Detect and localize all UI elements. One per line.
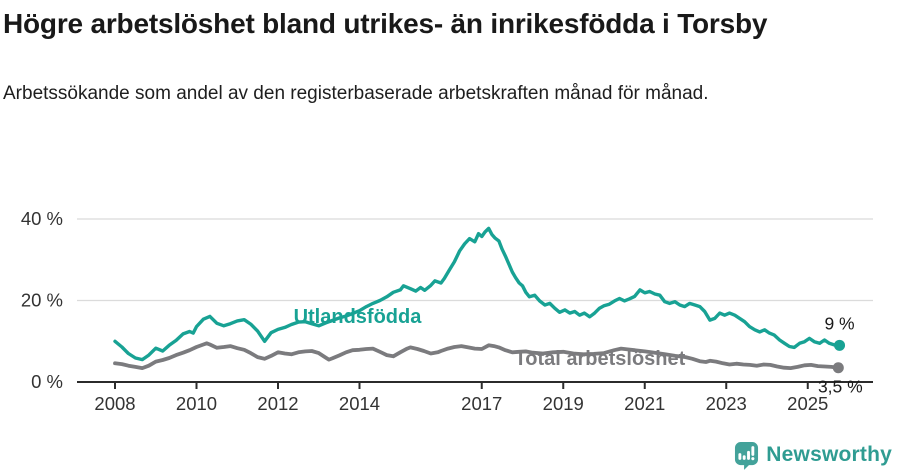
series-end-dot [832, 362, 844, 374]
series-line-utlandsfodda [113, 226, 842, 362]
series-end-value-label: 3,5 % [818, 377, 863, 397]
x-axis-tick-label: 2021 [624, 393, 665, 414]
newsworthy-brand-text: Newsworthy [766, 443, 892, 466]
x-axis-tick-label: 2017 [461, 393, 502, 414]
badge-exclamation-dot [751, 456, 755, 460]
badge-bar-3 [747, 450, 751, 460]
badge-bar-1 [738, 452, 742, 460]
y-axis-tick-label: 20 % [21, 290, 63, 311]
series-name-label: Utlandsfödda [294, 306, 423, 328]
badge-bar-2 [743, 454, 746, 460]
series-name-label: Total arbetslöshet [515, 348, 686, 370]
page-title: Högre arbetslöshet bland utrikes- än inr… [3, 8, 768, 39]
series-end-dot [834, 339, 846, 351]
x-axis-tick-label: 2023 [706, 393, 747, 414]
newsworthy-badge-icon [735, 441, 759, 470]
y-axis-tick-label: 40 % [21, 208, 63, 229]
y-axis-tick-label: 0 % [31, 371, 63, 392]
chart-subtitle: Arbetssökande som andel av den registerb… [3, 83, 709, 104]
series-line-total [113, 341, 841, 371]
unemployment-line-chart: 0 % 20 % 40 % 2008 2010 2012 2014 2017 2019 2021 2… [21, 208, 873, 414]
x-axis-tick-label: 2019 [543, 393, 584, 414]
badge-exclamation-bar [751, 445, 755, 456]
x-axis-tick-label: 2010 [176, 393, 217, 414]
x-axis-tick-label: 2025 [787, 393, 828, 414]
x-axis-tick-label: 2008 [94, 393, 135, 414]
series-end-value-label: 9 % [824, 313, 854, 333]
x-axis-tick-label: 2012 [257, 393, 298, 414]
graphic-content: Högre arbetslöshet bland utrikes- än inr… [0, 0, 900, 109]
x-axis-tick-label: 2014 [339, 393, 380, 414]
newsworthy-logo: Newsworthy [734, 441, 892, 470]
